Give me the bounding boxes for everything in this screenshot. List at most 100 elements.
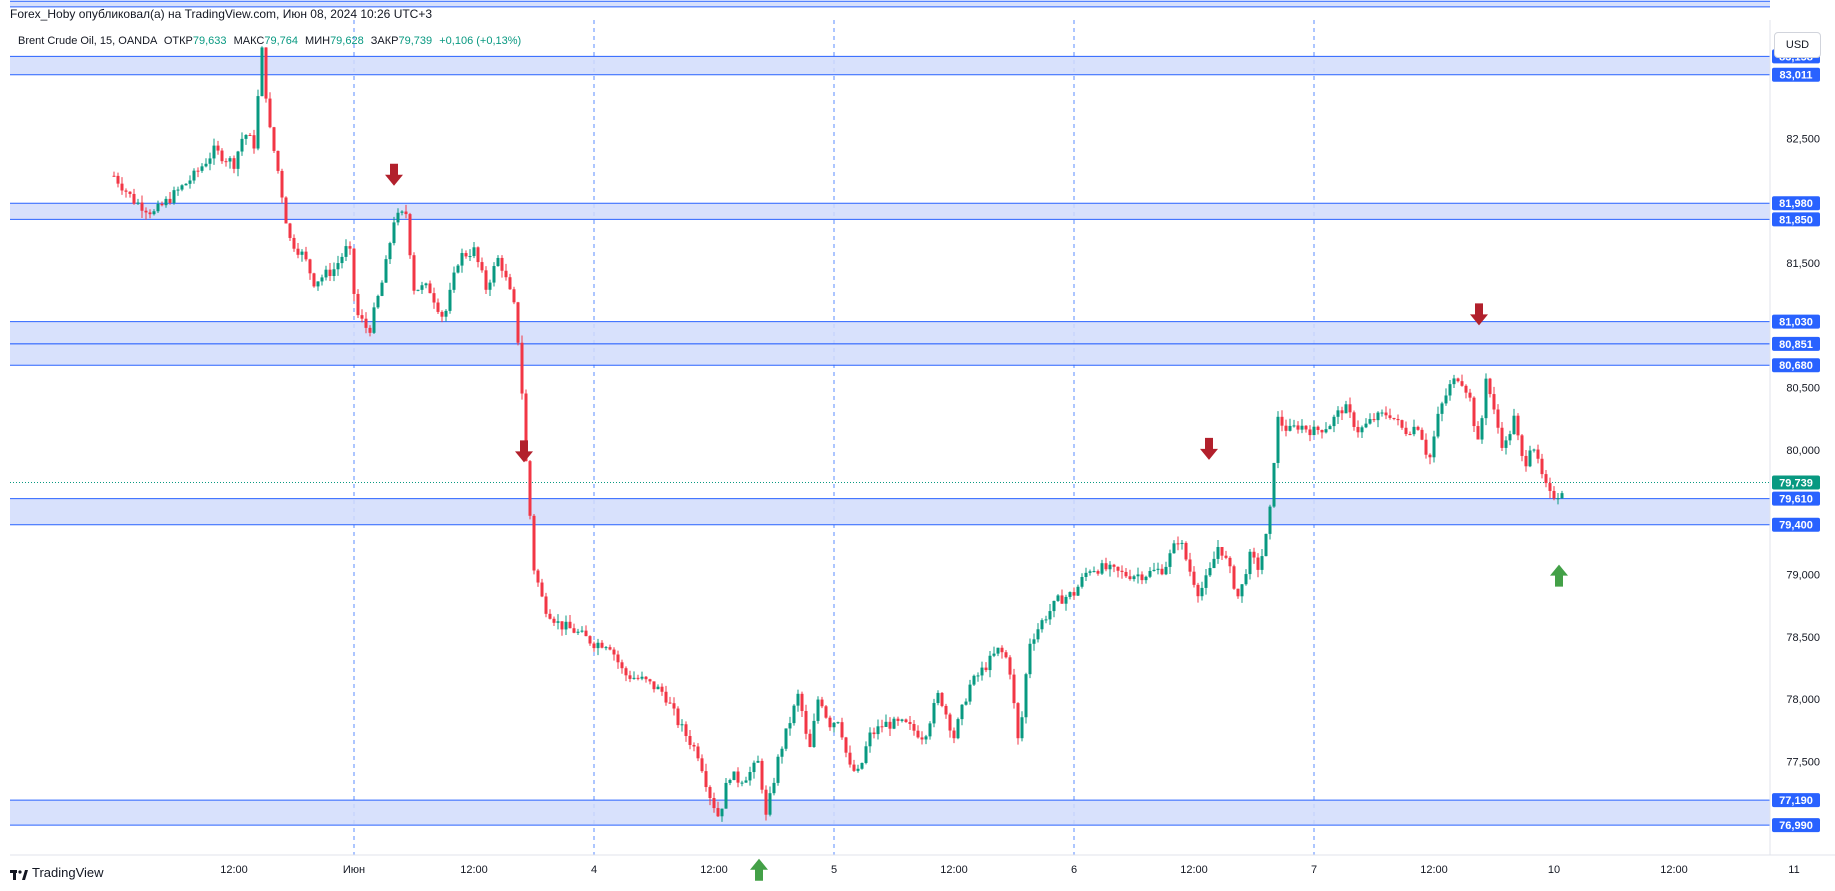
candle-body (236, 151, 240, 169)
time-tick-label: 5 (831, 864, 837, 876)
tradingview-brand[interactable]: TradingView (10, 865, 104, 880)
candle-body (788, 723, 792, 729)
buy-arrow-icon[interactable] (750, 858, 768, 881)
price-label-badge (1772, 475, 1820, 490)
candle-body (1448, 384, 1452, 396)
candle-body (492, 266, 496, 283)
candle-body (112, 175, 116, 177)
zone-band[interactable] (10, 1, 1770, 7)
candle-body (1372, 419, 1376, 421)
candle-body (252, 135, 256, 149)
candle-body (720, 808, 724, 817)
candle-body (328, 269, 332, 277)
price-label-badge (1772, 314, 1820, 329)
candle-body (352, 248, 356, 294)
candle-body (1072, 592, 1076, 596)
candle-body (968, 684, 972, 702)
candle-body (540, 582, 544, 597)
legend-low-label: МИН (305, 35, 331, 47)
candle-body (388, 243, 392, 260)
time-tick-label: 12:00 (700, 864, 728, 876)
zone-band[interactable] (10, 203, 1770, 220)
legend-symbol[interactable]: Brent Crude Oil, 15, OANDA (18, 35, 157, 47)
price-label-text: 79,610 (1779, 494, 1813, 506)
candle-body (1096, 571, 1100, 574)
price-scale[interactable] (1770, 20, 1835, 855)
candle-body (692, 744, 696, 747)
candle-body (668, 702, 672, 704)
price-label-badge (1772, 491, 1820, 506)
price-tick-label: 78,000 (1786, 694, 1820, 706)
candle-body (176, 189, 180, 191)
candle-body (1060, 595, 1064, 604)
currency-button[interactable]: USD (1774, 32, 1821, 58)
zone-band[interactable] (10, 343, 1770, 366)
candle-body (568, 621, 572, 629)
price-label-badge (1772, 196, 1820, 211)
candle-body (560, 621, 564, 630)
candle-body (116, 175, 120, 184)
price-label-badge (1772, 67, 1820, 82)
legend-change: +0,106 (+0,13%) (439, 35, 522, 47)
candle-body (860, 762, 864, 769)
candle-body (412, 255, 416, 291)
candle-body (680, 724, 684, 726)
candle-body (416, 289, 420, 291)
sell-arrow-icon[interactable] (1470, 303, 1488, 326)
candle-body (708, 787, 712, 799)
zone-band[interactable] (10, 321, 1770, 344)
price-label-badge (1772, 517, 1820, 532)
candle-body (980, 667, 984, 676)
sell-arrow-icon[interactable] (1200, 437, 1218, 460)
brand-name: TradingView (32, 865, 104, 880)
candle-body (144, 210, 148, 213)
candle-body (804, 710, 808, 734)
candle-body (1296, 425, 1300, 430)
candle-body (956, 719, 960, 739)
candle-body (840, 722, 844, 738)
candle-body (948, 714, 952, 731)
candle-body (208, 158, 212, 164)
zone-band[interactable] (10, 800, 1770, 826)
candle-body (1356, 426, 1360, 433)
candle-body (756, 760, 760, 763)
candle-body (324, 269, 328, 278)
sell-arrow-icon[interactable] (385, 163, 403, 186)
candle-body (1472, 397, 1476, 427)
candle-body (856, 768, 860, 771)
time-tick-label: 12:00 (1660, 864, 1688, 876)
candle-body (400, 211, 404, 213)
candle-body (1492, 394, 1496, 410)
candle-body (1464, 385, 1468, 393)
candle-body (336, 263, 340, 270)
price-tick-label: 80,000 (1786, 445, 1820, 457)
candle-body (484, 270, 488, 290)
candle-body (1408, 434, 1412, 436)
candle-body (1084, 572, 1088, 577)
candle-body (836, 722, 840, 724)
buy-arrow-icon[interactable] (1550, 564, 1568, 587)
candle-body (372, 307, 376, 333)
time-axis-ticks: 12:00 Июн 12:00 4 12:00 5 12:00 6 12:00 7 12:00 10 1… (220, 864, 1799, 876)
candle-body (1132, 576, 1136, 580)
candle-body (516, 302, 520, 343)
candle-body (952, 730, 956, 739)
candle-body (280, 170, 284, 198)
legend-close-label: ЗАКР (370, 35, 399, 47)
candle-body (1444, 395, 1448, 404)
candle-body (796, 693, 800, 706)
candle-body (820, 699, 824, 707)
candle-body (1452, 378, 1456, 385)
candle-body (344, 246, 348, 257)
candle-body (1300, 425, 1304, 430)
candle-body (504, 270, 508, 278)
candle-body (832, 722, 836, 728)
candle-body (524, 393, 528, 462)
price-tick-label: 77,500 (1786, 757, 1820, 769)
candle-body (572, 628, 576, 633)
zone-band[interactable] (10, 56, 1770, 75)
sell-arrow-icon[interactable] (515, 440, 533, 463)
zone-band[interactable] (10, 498, 1770, 525)
legend-high-label: МАКС (233, 35, 265, 47)
